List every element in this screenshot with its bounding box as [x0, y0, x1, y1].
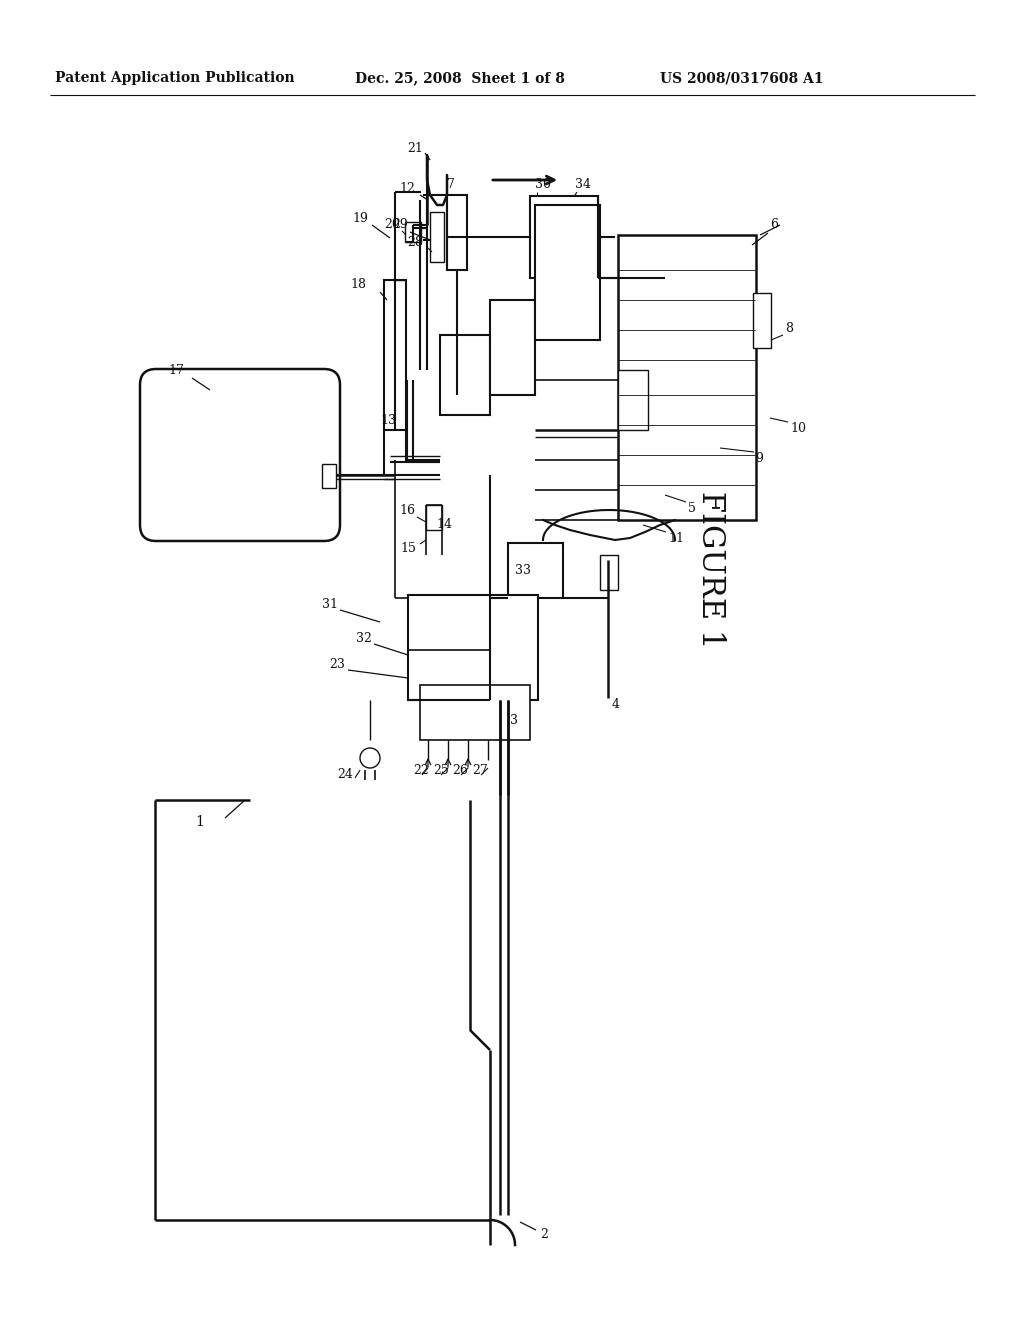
Text: 32: 32 [356, 631, 372, 644]
Text: Dec. 25, 2008  Sheet 1 of 8: Dec. 25, 2008 Sheet 1 of 8 [355, 71, 565, 84]
Text: 4: 4 [612, 698, 620, 711]
Bar [530, 195, 598, 279]
Bar [440, 335, 490, 414]
Bar [618, 370, 648, 430]
Text: 1: 1 [195, 814, 204, 829]
Text: 21: 21 [408, 141, 423, 154]
Text: 9: 9 [755, 451, 763, 465]
Text: 27: 27 [472, 763, 487, 776]
Bar [384, 280, 406, 430]
Text: FIGURE 1: FIGURE 1 [695, 491, 726, 648]
Text: 2: 2 [540, 1229, 548, 1242]
Text: US 2008/0317608 A1: US 2008/0317608 A1 [660, 71, 823, 84]
Text: 30: 30 [535, 178, 551, 191]
FancyBboxPatch shape [140, 370, 340, 541]
Text: 18: 18 [350, 279, 366, 292]
Text: 20: 20 [384, 219, 400, 231]
Text: Patent Application Publication: Patent Application Publication [55, 71, 295, 84]
Circle shape [360, 748, 380, 768]
Text: 33: 33 [515, 564, 531, 577]
Text: 29: 29 [392, 219, 408, 231]
Bar [753, 293, 771, 348]
Bar [508, 543, 563, 598]
Bar [408, 595, 538, 700]
Text: 25: 25 [433, 763, 449, 776]
Bar [420, 685, 530, 741]
Text: 34: 34 [575, 178, 591, 191]
Text: 22: 22 [413, 763, 429, 776]
Text: 16: 16 [399, 503, 415, 516]
Text: 31: 31 [322, 598, 338, 611]
Text: 28: 28 [408, 236, 423, 249]
Text: 12: 12 [399, 181, 415, 194]
Text: 26: 26 [452, 763, 468, 776]
Text: 24: 24 [337, 768, 353, 781]
Bar [426, 506, 442, 531]
Text: 23: 23 [329, 659, 345, 672]
Text: 10: 10 [790, 421, 806, 434]
Text: 19: 19 [352, 211, 368, 224]
Bar [406, 222, 421, 242]
Text: 14: 14 [436, 519, 452, 532]
Bar [322, 465, 336, 488]
Bar [447, 195, 467, 271]
Text: 3: 3 [510, 714, 518, 726]
Bar [600, 554, 618, 590]
Bar [535, 205, 600, 341]
Text: 11: 11 [668, 532, 684, 544]
Bar [618, 235, 756, 520]
Text: 6: 6 [770, 219, 778, 231]
Text: 17: 17 [168, 363, 184, 376]
Text: 15: 15 [400, 541, 416, 554]
Bar [430, 213, 444, 261]
Text: 13: 13 [380, 413, 396, 426]
Text: 8: 8 [785, 322, 793, 334]
Text: 7: 7 [447, 178, 455, 191]
Bar [490, 300, 535, 395]
Text: 5: 5 [688, 502, 696, 515]
